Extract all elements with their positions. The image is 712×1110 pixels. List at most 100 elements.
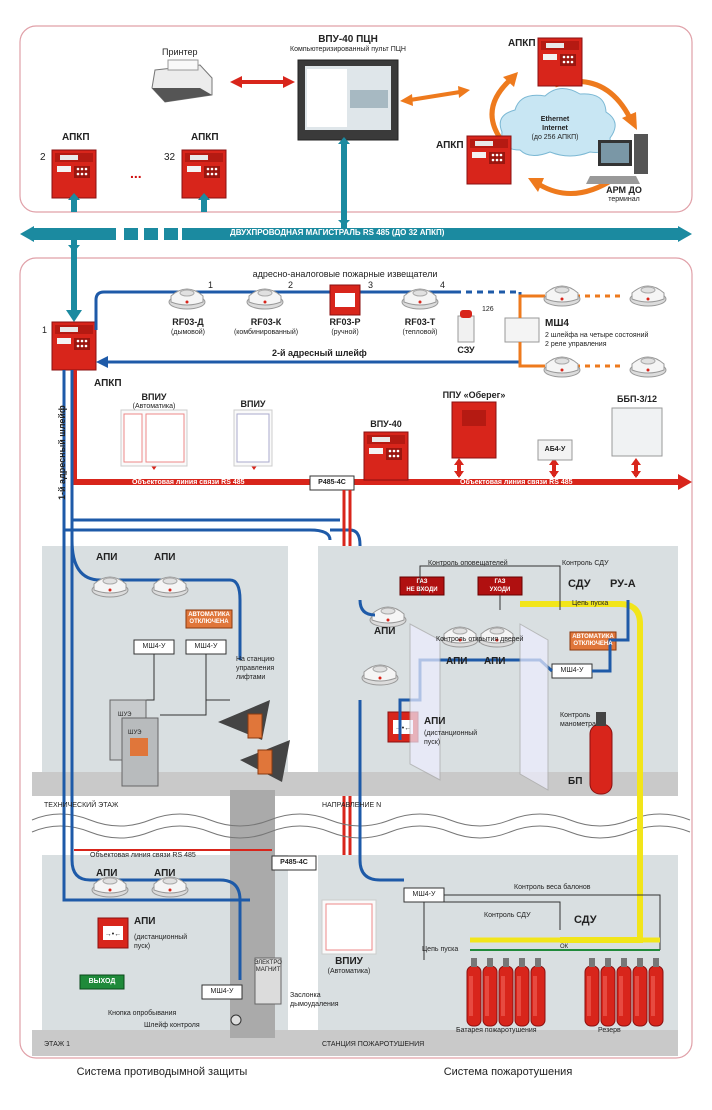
msh4-desc2: 2 реле управления xyxy=(545,341,607,348)
damper-2: дымоудаления xyxy=(290,1001,339,1008)
detector-name: RF03-Д xyxy=(172,317,204,327)
szu-label: СЗУ xyxy=(457,345,475,355)
gas-pipe xyxy=(520,601,643,943)
api-label: АПИ xyxy=(374,626,396,637)
sign-gas2-b: УХОДИ xyxy=(489,587,511,593)
loop-control-label: Шлейф контроля xyxy=(144,1022,200,1029)
shue-label: ШУЭ xyxy=(128,730,142,736)
p485-label: Р485-4С xyxy=(318,479,346,486)
detector-name: RF03-К xyxy=(250,317,282,327)
orange-link-arrow xyxy=(400,86,470,106)
api-label: АПИ xyxy=(446,656,468,667)
object-line-label: Объектовая линия связи RS 485 xyxy=(460,479,573,486)
cylinder-icon xyxy=(648,957,664,1027)
fan-icon xyxy=(218,700,290,782)
loop1-label: 1-й адресный шлейф xyxy=(57,405,67,500)
cylinder-icon xyxy=(632,957,648,1027)
cloud-icon xyxy=(499,88,616,157)
cylinder-icon xyxy=(600,957,616,1027)
vpiu-title: ВПИУ xyxy=(240,399,266,409)
auto-off-line2: ОТКЛЮЧЕНА xyxy=(573,641,613,647)
msh4-module xyxy=(504,317,540,343)
auto-off-panel xyxy=(185,609,233,629)
fire-panel-icon xyxy=(466,135,512,185)
detector-name: RF03-Р xyxy=(329,317,361,327)
vpiu-auto-panel xyxy=(120,409,188,467)
apkp-label: АПКП xyxy=(62,132,90,143)
bp-label: БП xyxy=(568,776,583,787)
p485-box xyxy=(309,475,355,491)
msh4u-label: МШ4-У xyxy=(142,643,166,650)
to-lifts-1: На станцию xyxy=(236,656,275,663)
fire-panel-icon xyxy=(51,321,97,371)
detectors-header: адресно-аналоговые пожарные извещатели xyxy=(252,269,438,279)
detector-num: 1 xyxy=(208,280,214,290)
auto-off-line1: АВТОМАТИКА xyxy=(572,634,614,640)
start-circuit: Цепь пуска xyxy=(572,600,609,607)
floor1-bar xyxy=(32,1030,318,1056)
sign-gas2-a: ГАЗ xyxy=(494,579,506,585)
msh4u-label: МШ4-У xyxy=(210,988,234,995)
api-label: АПИ xyxy=(424,716,446,727)
ppu-panel xyxy=(451,401,497,459)
apkp-index: 2 xyxy=(40,152,46,163)
detector-desc: (ручной) xyxy=(331,329,359,336)
printer-link-arrow xyxy=(230,76,295,88)
loop-1-line xyxy=(94,290,455,330)
api-label: АПИ xyxy=(154,552,176,563)
remote-1: (дистанционный xyxy=(424,730,478,737)
cycle-arrow xyxy=(489,78,512,140)
api-label: АПИ xyxy=(134,916,156,927)
vpiu-sub: (Автоматика) xyxy=(327,968,371,975)
cylinder-icon xyxy=(530,957,546,1027)
ctrl-weight: Контроль веса балонов xyxy=(514,884,591,891)
detector-desc: (тепловой) xyxy=(402,329,438,336)
printer-label: Принтер xyxy=(162,47,198,57)
apkp-label: АПКП xyxy=(191,132,219,143)
manometer-1: Контроль xyxy=(560,712,591,719)
to-lifts-2: управления xyxy=(236,665,275,672)
auto-off-line1: АВТОМАТИКА xyxy=(188,612,230,618)
manual-call-point-icon xyxy=(97,917,129,949)
station-label: СТАНЦИЯ ПОЖАРОТУШЕНИЯ xyxy=(322,1041,425,1048)
auto-off-line2: ОТКЛЮЧЕНА xyxy=(189,619,229,625)
api-label: АПИ xyxy=(484,656,506,667)
cloud-line3: (до 256 АПКП) xyxy=(531,134,579,141)
fire-panel-icon xyxy=(51,149,97,199)
station-bar xyxy=(318,1030,678,1056)
computer-icon xyxy=(586,134,648,184)
ellipsis: ... xyxy=(130,165,142,181)
manual-call-point-icon xyxy=(329,284,361,316)
cloud-line1: Ethernet xyxy=(540,116,570,123)
sdu-label: СДУ xyxy=(574,914,597,926)
object-line-label: Объектовая линия связи RS 485 xyxy=(132,479,245,486)
exit-sign xyxy=(79,974,125,990)
remote-2: пуск) xyxy=(424,739,441,746)
cylinder-icon xyxy=(482,957,498,1027)
sign-gas1-a: ГАЗ xyxy=(416,579,428,585)
floor-tech-label: ТЕХНИЧЕСКИЙ ЭТАЖ xyxy=(44,802,119,809)
object-line-rs485 xyxy=(71,370,680,485)
detector-num: 2 xyxy=(288,280,294,290)
electromagnet-box xyxy=(254,957,282,1005)
vpu-subtitle: Компьютеризированный пульт ПЦН xyxy=(290,46,406,53)
fire-panel-icon xyxy=(363,431,409,481)
cylinder-icon xyxy=(616,957,632,1027)
damper-1: Заслонка xyxy=(290,992,321,999)
remote-2: пуск) xyxy=(134,943,151,950)
cloud-line2: Internet xyxy=(542,125,568,132)
apkp-label: АПКП xyxy=(508,38,536,49)
arm-subtitle: терминал xyxy=(608,196,640,203)
cylinder-icon xyxy=(498,957,514,1027)
cylinder-icon xyxy=(466,957,482,1027)
ctrl-sdu2: Контроль СДУ xyxy=(484,912,531,919)
monitor-icon xyxy=(297,59,399,141)
ab4u-box xyxy=(537,439,573,461)
detector-name: RF03-Т xyxy=(404,317,436,327)
ok-label: ОК xyxy=(560,944,569,950)
detector-desc: (комбинированный) xyxy=(233,329,299,336)
extinguisher-icon xyxy=(589,712,613,795)
msh4u-label: МШ4-У xyxy=(412,891,436,898)
api-label: АПИ xyxy=(154,868,176,879)
ppu-label: ППУ «Оберег» xyxy=(442,390,506,400)
